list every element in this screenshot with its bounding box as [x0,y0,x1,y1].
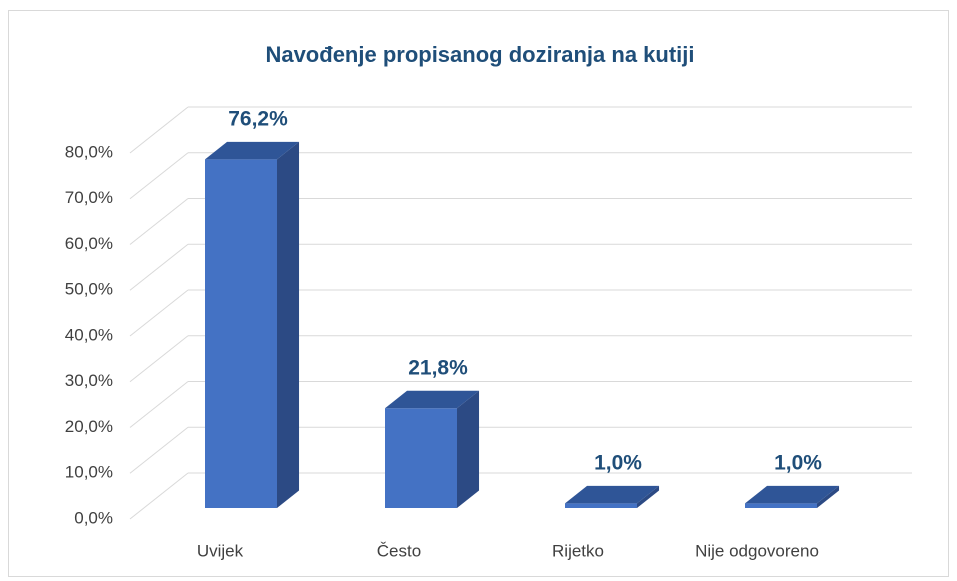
grid-diagonal [129,381,189,428]
bar-side [277,141,300,508]
x-tick-label: Uvijek [197,541,244,560]
y-tick-label: 30,0% [65,371,113,390]
y-tick-label: 80,0% [65,142,113,161]
x-tick-label: Rijetko [552,541,604,560]
y-tick-label: 0,0% [74,508,113,527]
y-tick-label: 60,0% [65,234,113,253]
grid-diagonal [129,289,189,337]
grid-diagonal [129,152,189,200]
value-label: 1,0% [774,451,822,474]
y-tick-label: 10,0% [65,463,113,482]
value-label: 76,2% [228,107,288,130]
bar-top [205,141,300,160]
value-label: 21,8% [408,356,468,379]
bar [565,485,660,508]
bar-front [385,408,457,508]
bar-side [817,485,840,508]
x-tick-label: Često [377,541,421,560]
y-tick-label: 40,0% [65,325,113,344]
y-tick-label: 50,0% [65,280,113,299]
bar-side [637,485,660,508]
grid-diagonal [129,426,189,474]
bar-front [565,503,637,508]
x-tick-label: Nije odgovoreno [695,541,819,560]
grid-diagonal [129,198,189,245]
bar-front [745,503,817,508]
grid-diagonal [129,472,189,520]
bar-front [205,159,277,508]
bar [385,390,480,508]
grid-diagonal [129,106,189,154]
bar-top [385,390,480,409]
y-tick-label: 70,0% [65,188,113,207]
bar-top [565,485,660,504]
grid-diagonal [129,335,189,383]
bar-side [457,390,480,508]
grid-diagonal [129,243,189,291]
bar-top [745,485,840,504]
bar [745,485,840,508]
bar [205,141,300,508]
chart-title: Navođenje propisanog doziranja na kutiji [265,42,694,67]
y-tick-label: 20,0% [65,417,113,436]
value-label: 1,0% [594,451,642,474]
